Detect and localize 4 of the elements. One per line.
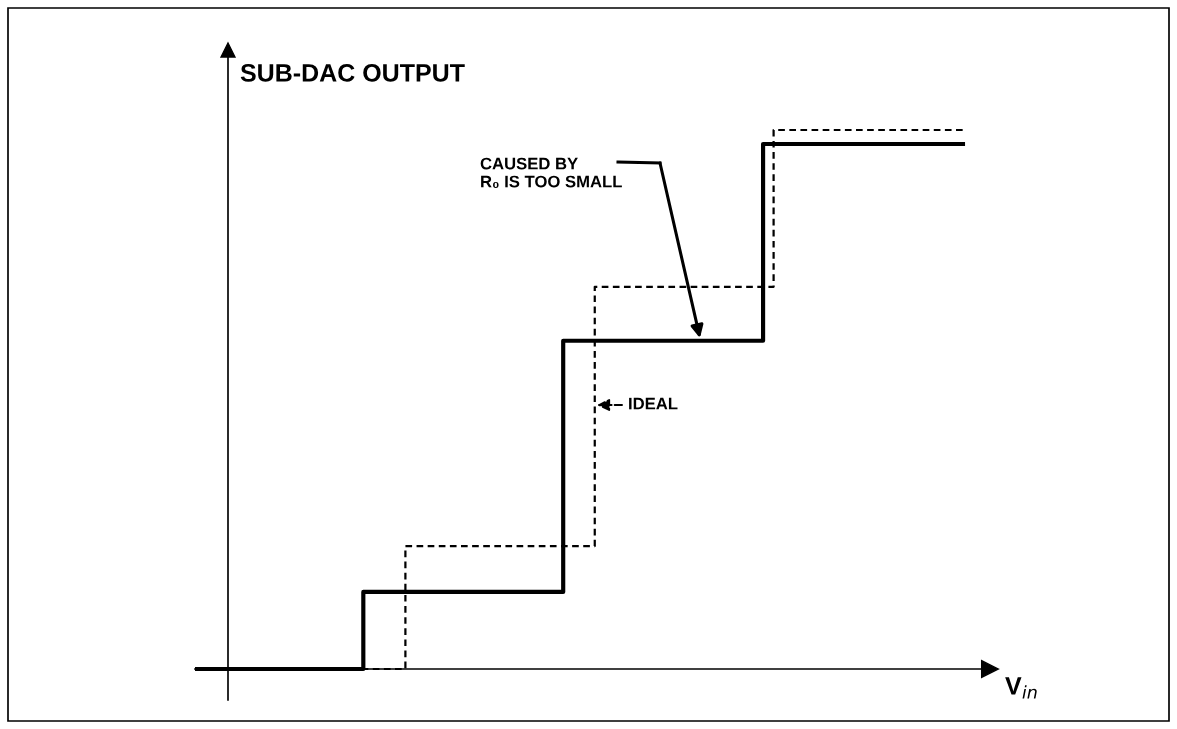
x-axis-title: V$_{in}$	[1005, 677, 1037, 699]
annotation: IDEAL	[629, 397, 678, 410]
y-axis-title: SUB-DAC OUTPUT	[240, 64, 465, 82]
annotation: CAUSED BY R₀ IS TOO SMALL	[480, 157, 622, 188]
